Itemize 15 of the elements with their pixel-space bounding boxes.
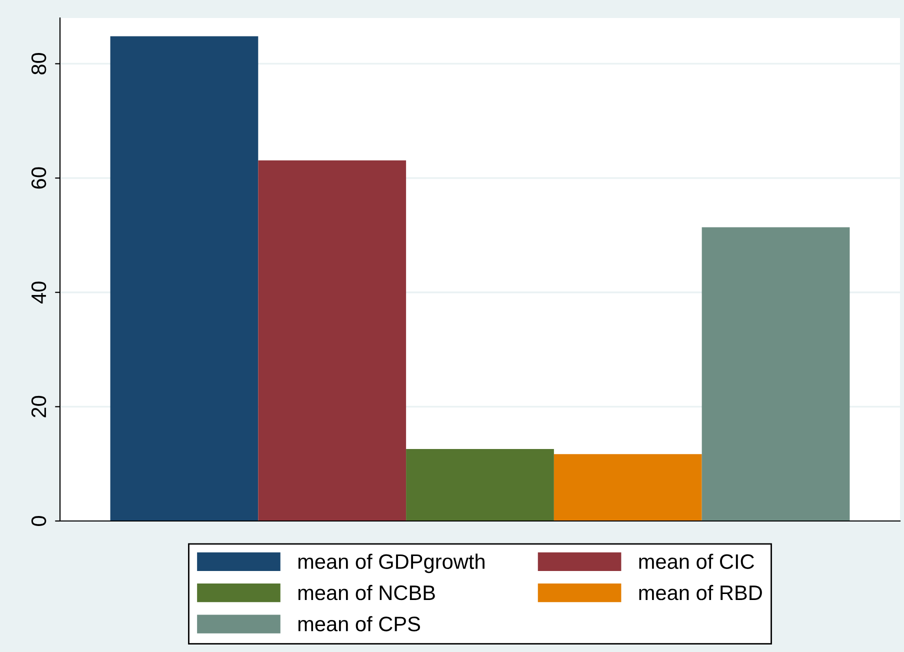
legend-label: mean of CIC: [639, 554, 754, 569]
y-tick-label: 40: [31, 282, 46, 304]
y-tick-label: 20: [31, 396, 46, 418]
legend-label: mean of NCBB: [298, 584, 435, 600]
bar: [258, 160, 406, 521]
bar: [110, 36, 258, 521]
legend-label: mean of RBD: [639, 584, 762, 600]
legend-label: mean of CPS: [298, 616, 420, 632]
y-tick-label: 0: [31, 516, 46, 526]
y-tick-label: 60: [31, 167, 46, 189]
y-tick-label: 80: [31, 52, 46, 74]
bar: [702, 227, 850, 521]
bar: [554, 454, 702, 521]
legend-label: mean of GDPgrowth: [298, 554, 484, 574]
bar: [406, 448, 554, 521]
